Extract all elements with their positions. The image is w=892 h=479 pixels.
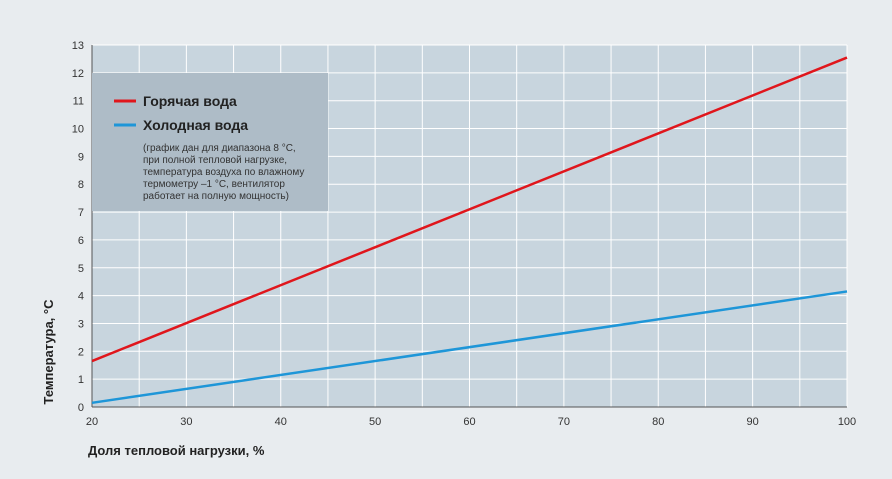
series-line-hot-water [91, 56, 848, 363]
x-tick-labels: 20 30 40 50 60 70 80 90 100 [86, 416, 856, 428]
y-tick-label: 12 [72, 68, 84, 80]
y-tick-label: 2 [78, 346, 84, 358]
y-tick-label: 0 [78, 402, 84, 414]
y-tick-label: 10 [72, 124, 84, 136]
x-tick-label: 90 [747, 416, 759, 428]
x-axis-label: Доля тепловой нагрузки, % [88, 443, 265, 458]
y-tick-label: 11 [73, 96, 84, 108]
y-tick-label: 9 [78, 151, 84, 163]
x-tick-label: 100 [838, 416, 856, 428]
legend-note-line-3: температура воздуха по влажному [143, 167, 304, 178]
legend-note-line-4: термометру –1 °С, вентилятор [143, 179, 285, 190]
legend-note-line-1: (график дан для диапазона 8 °С, [143, 142, 296, 154]
x-tick-label: 30 [180, 416, 192, 428]
x-tick-label: 80 [652, 416, 664, 428]
data-series [91, 56, 848, 405]
legend-note-line-5: работает на полную мощность) [143, 190, 289, 202]
legend-label-hot: Горячая вода [143, 93, 237, 109]
x-tick-label: 70 [558, 416, 570, 428]
series-line-cold-water [91, 290, 848, 405]
y-tick-label: 7 [78, 207, 84, 219]
y-tick-label: 13 [72, 40, 84, 52]
y-axis-label: Температура, °С [41, 299, 56, 405]
x-tick-label: 50 [369, 416, 381, 428]
x-tick-label: 20 [86, 416, 98, 428]
x-tick-label: 60 [463, 416, 475, 428]
y-tick-label: 8 [78, 179, 84, 191]
legend: Горячая вода Холодная вода (график дан д… [92, 73, 328, 211]
y-tick-label: 4 [78, 291, 84, 303]
legend-note-line-2: при полной тепловой нагрузке, [143, 155, 287, 166]
y-tick-label: 6 [78, 235, 84, 247]
y-tick-label: 3 [78, 318, 84, 330]
y-tick-label: 5 [78, 263, 84, 275]
x-tick-label: 40 [275, 416, 287, 428]
legend-box [92, 73, 328, 211]
y-tick-label: 1 [78, 374, 84, 386]
legend-label-cold: Холодная вода [143, 117, 248, 133]
